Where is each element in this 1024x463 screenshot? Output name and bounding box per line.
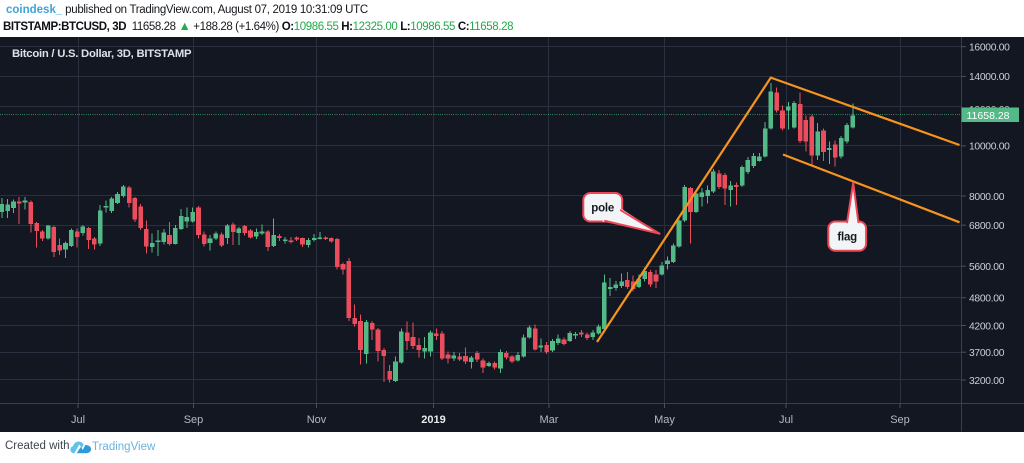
svg-text:11658.28: 11658.28: [967, 110, 1010, 122]
svg-text:May: May: [654, 414, 675, 426]
svg-text:Sep: Sep: [890, 414, 910, 426]
svg-text:14000.00: 14000.00: [969, 72, 1010, 83]
svg-text:4200.00: 4200.00: [969, 321, 1005, 332]
svg-text:3700.00: 3700.00: [969, 348, 1005, 359]
svg-text:Nov: Nov: [307, 414, 327, 426]
svg-text:Sep: Sep: [184, 414, 204, 426]
svg-text:Jul: Jul: [71, 414, 85, 426]
svg-text:2019: 2019: [421, 414, 445, 426]
svg-text:5600.00: 5600.00: [969, 262, 1005, 273]
svg-text:pole: pole: [591, 203, 614, 215]
svg-text:8000.00: 8000.00: [969, 192, 1005, 203]
svg-text:6800.00: 6800.00: [969, 221, 1005, 232]
svg-text:Mar: Mar: [540, 414, 559, 426]
svg-text:4800.00: 4800.00: [969, 294, 1005, 305]
svg-text:3200.00: 3200.00: [969, 376, 1005, 387]
svg-text:16000.00: 16000.00: [969, 43, 1010, 54]
svg-text:flag: flag: [837, 232, 857, 244]
svg-text:10000.00: 10000.00: [969, 142, 1010, 153]
svg-text:Jul: Jul: [779, 414, 793, 426]
svg-text:Bitcoin / U.S. Dollar, 3D, BIT: Bitcoin / U.S. Dollar, 3D, BITSTAMP: [12, 48, 192, 60]
